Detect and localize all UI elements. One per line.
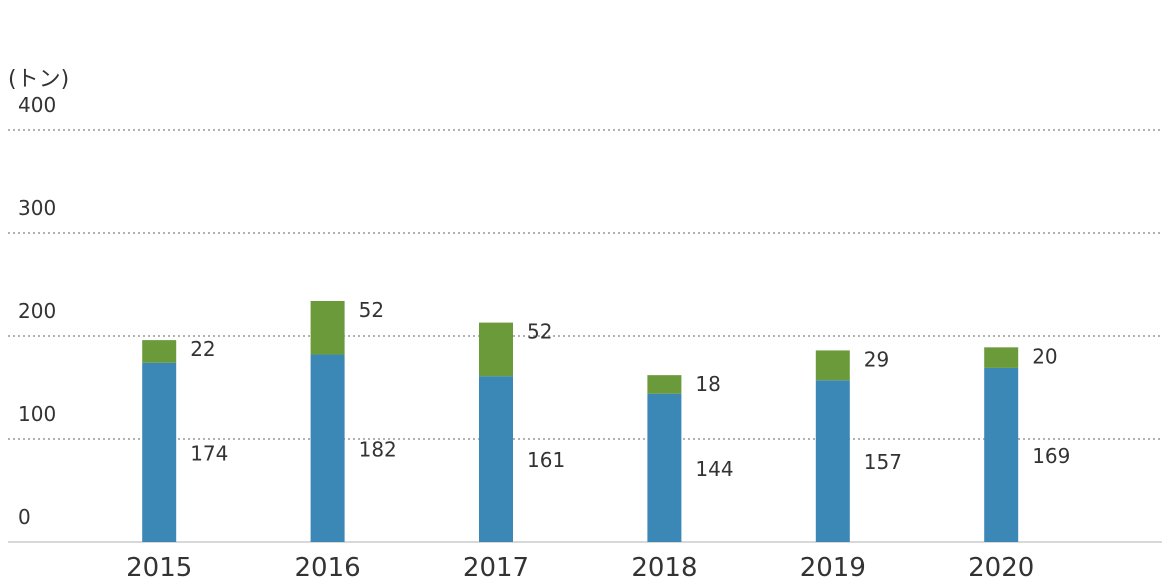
data-label: 29 — [864, 347, 889, 371]
x-tick-label: 2019 — [800, 553, 866, 583]
data-label: 182 — [359, 437, 397, 461]
bar-segment — [142, 362, 177, 542]
x-tick-label: 2015 — [126, 553, 192, 583]
bar-segment — [479, 376, 513, 542]
y-tick-label: 300 — [18, 196, 56, 220]
bar-segment — [310, 354, 345, 542]
bar-segment — [142, 340, 177, 363]
bar-segment — [984, 367, 1019, 542]
bar-segment — [647, 375, 682, 394]
y-tick-label: 400 — [18, 93, 56, 117]
data-label: 144 — [695, 457, 733, 481]
bar-segment — [815, 380, 850, 542]
data-label: 18 — [695, 372, 720, 396]
bar-segment — [984, 347, 1019, 368]
data-label: 161 — [527, 448, 565, 472]
data-label: 52 — [527, 320, 552, 344]
x-tick-label: 2016 — [295, 553, 361, 583]
bar-segment — [647, 393, 682, 542]
y-tick-label: 100 — [18, 402, 56, 426]
y-tick-label: 0 — [18, 505, 31, 529]
x-tick-label: 2017 — [463, 553, 529, 583]
y-tick-label: 200 — [18, 299, 56, 323]
bar-segment — [479, 322, 513, 377]
data-label: 22 — [190, 337, 215, 361]
data-label: 169 — [1032, 444, 1070, 468]
data-label: 20 — [1032, 344, 1057, 368]
bar-segment — [815, 350, 850, 381]
data-label: 52 — [359, 298, 384, 322]
bar-segment — [310, 300, 345, 355]
data-label: 157 — [864, 450, 902, 474]
data-label: 174 — [190, 441, 228, 465]
x-tick-label: 2018 — [631, 553, 697, 583]
y-axis-label: (トン) — [8, 67, 69, 92]
x-tick-label: 2020 — [968, 553, 1034, 583]
